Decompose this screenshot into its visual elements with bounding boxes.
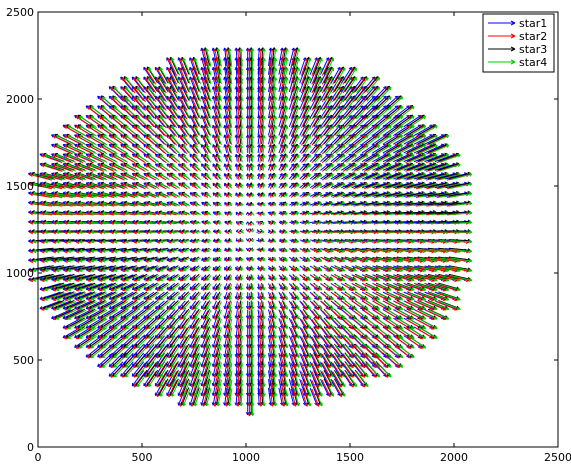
arrow-head <box>251 229 254 232</box>
arrow <box>53 146 72 154</box>
arrow-head <box>241 222 244 225</box>
arrow-head <box>251 239 254 242</box>
arrows-layer <box>28 48 472 416</box>
